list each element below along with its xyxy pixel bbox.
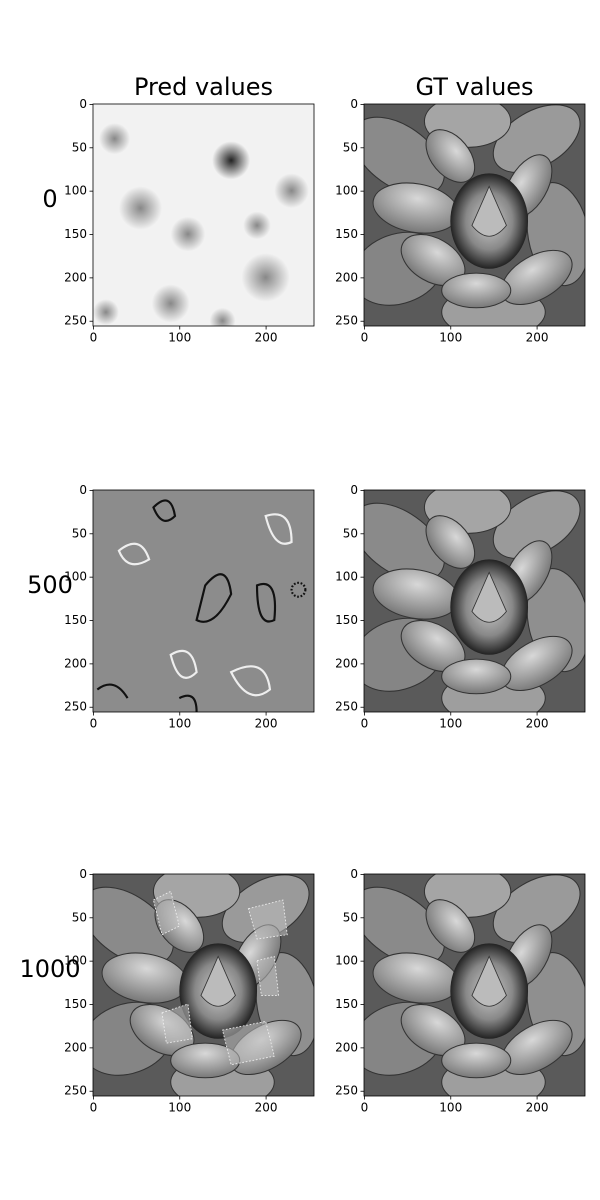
image-content: [364, 490, 585, 712]
y-tick-label: 100: [64, 954, 87, 968]
axes-frame: [363, 873, 586, 1097]
y-tick-label: 200: [335, 270, 358, 284]
y-tick-label: 50: [343, 526, 358, 540]
x-tick-label: 200: [526, 331, 549, 345]
y-tick-label: 150: [64, 997, 87, 1011]
y-tick-label: 100: [64, 570, 87, 584]
x-tick-label: 0: [361, 717, 369, 731]
image-content: [68, 861, 326, 1108]
y-tick-label: 200: [64, 656, 87, 670]
y-tick-label: 250: [64, 314, 87, 328]
x-tick-label: 0: [90, 331, 98, 345]
image-content: [364, 874, 585, 1096]
axes-frame: [92, 873, 315, 1097]
image: [68, 861, 326, 1108]
axes-frame: [92, 489, 315, 713]
row-label: 500: [27, 571, 73, 599]
x-tick-label: 200: [526, 1101, 549, 1115]
y-tick-label: 250: [335, 1084, 358, 1098]
y-tick-label: 50: [72, 910, 87, 924]
y-tick-label: 100: [335, 184, 358, 198]
image: [364, 104, 585, 326]
axes-frame: [92, 103, 315, 327]
image: [93, 104, 314, 326]
x-tick-label: 200: [526, 717, 549, 731]
y-tick-label: 0: [350, 483, 358, 497]
y-tick-label: 50: [343, 910, 358, 924]
y-tick-label: 0: [350, 97, 358, 111]
image-content: [93, 490, 314, 712]
y-tick-label: 100: [335, 954, 358, 968]
y-tick-label: 200: [64, 270, 87, 284]
y-tick-label: 200: [335, 656, 358, 670]
y-tick-label: 0: [79, 483, 87, 497]
x-tick-label: 100: [168, 1101, 191, 1115]
y-tick-label: 50: [72, 526, 87, 540]
y-tick-label: 250: [335, 314, 358, 328]
x-tick-label: 100: [439, 717, 462, 731]
x-tick-label: 200: [255, 1101, 278, 1115]
image: [364, 490, 585, 712]
column-title: Pred values: [134, 73, 273, 101]
x-tick-label: 100: [439, 1101, 462, 1115]
x-tick-label: 100: [168, 331, 191, 345]
axes-frame: [363, 103, 586, 327]
x-tick-label: 0: [361, 331, 369, 345]
x-tick-label: 0: [90, 717, 98, 731]
y-tick-label: 50: [72, 140, 87, 154]
x-tick-label: 200: [255, 717, 278, 731]
y-tick-label: 150: [335, 997, 358, 1011]
y-tick-label: 200: [64, 1040, 87, 1054]
y-tick-label: 0: [79, 867, 87, 881]
y-tick-label: 0: [79, 97, 87, 111]
image: [93, 490, 314, 712]
y-tick-label: 250: [64, 700, 87, 714]
column-title: GT values: [415, 73, 533, 101]
x-tick-label: 100: [168, 717, 191, 731]
axes-frame: [363, 489, 586, 713]
y-tick-label: 100: [335, 570, 358, 584]
y-tick-label: 150: [64, 613, 87, 627]
y-tick-label: 100: [64, 184, 87, 198]
x-tick-label: 0: [90, 1101, 98, 1115]
y-tick-label: 200: [335, 1040, 358, 1054]
image-content: [364, 104, 585, 326]
x-tick-label: 0: [361, 1101, 369, 1115]
x-tick-label: 200: [255, 331, 278, 345]
y-tick-label: 50: [343, 140, 358, 154]
y-tick-label: 250: [335, 700, 358, 714]
y-tick-label: 250: [64, 1084, 87, 1098]
y-tick-label: 0: [350, 867, 358, 881]
image-content: [93, 104, 314, 326]
x-tick-label: 100: [439, 331, 462, 345]
image: [364, 874, 585, 1096]
row-label: 1000: [19, 955, 80, 983]
y-tick-label: 150: [64, 227, 87, 241]
y-tick-label: 150: [335, 613, 358, 627]
y-tick-label: 150: [335, 227, 358, 241]
row-label: 0: [42, 185, 57, 213]
